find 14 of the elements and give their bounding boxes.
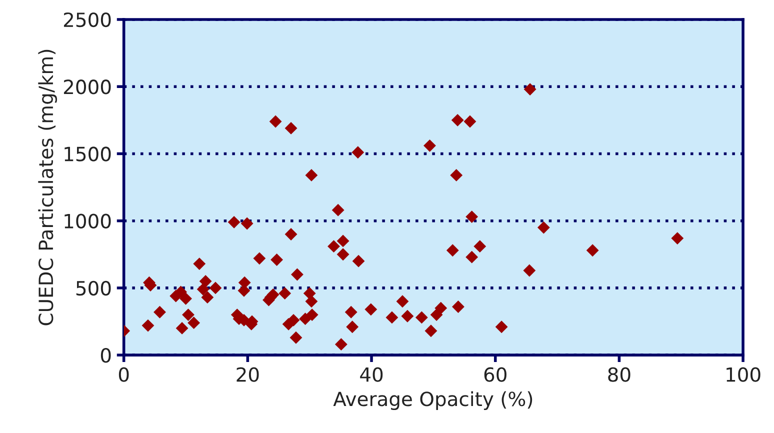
y-tick-label: 2000 — [64, 80, 111, 94]
x-axis-title: Average Opacity (%) — [333, 391, 532, 410]
x-tick-label: 80 — [608, 367, 630, 382]
y-axis-title: CUEDC Particulates (mg/km) — [38, 50, 57, 326]
x-tick-label: 40 — [360, 367, 383, 382]
y-tick-label: 500 — [76, 280, 111, 296]
x-tick-label: 100 — [726, 367, 760, 382]
y-tick-label: 0 — [100, 348, 111, 363]
y-tick-label: 1500 — [64, 146, 111, 162]
y-tick-label: 2500 — [64, 12, 111, 28]
x-tick-label: 20 — [236, 367, 259, 382]
x-tick-label: 60 — [484, 367, 506, 382]
x-tick-label: 0 — [118, 367, 129, 382]
y-tick-label: 1000 — [64, 214, 111, 228]
